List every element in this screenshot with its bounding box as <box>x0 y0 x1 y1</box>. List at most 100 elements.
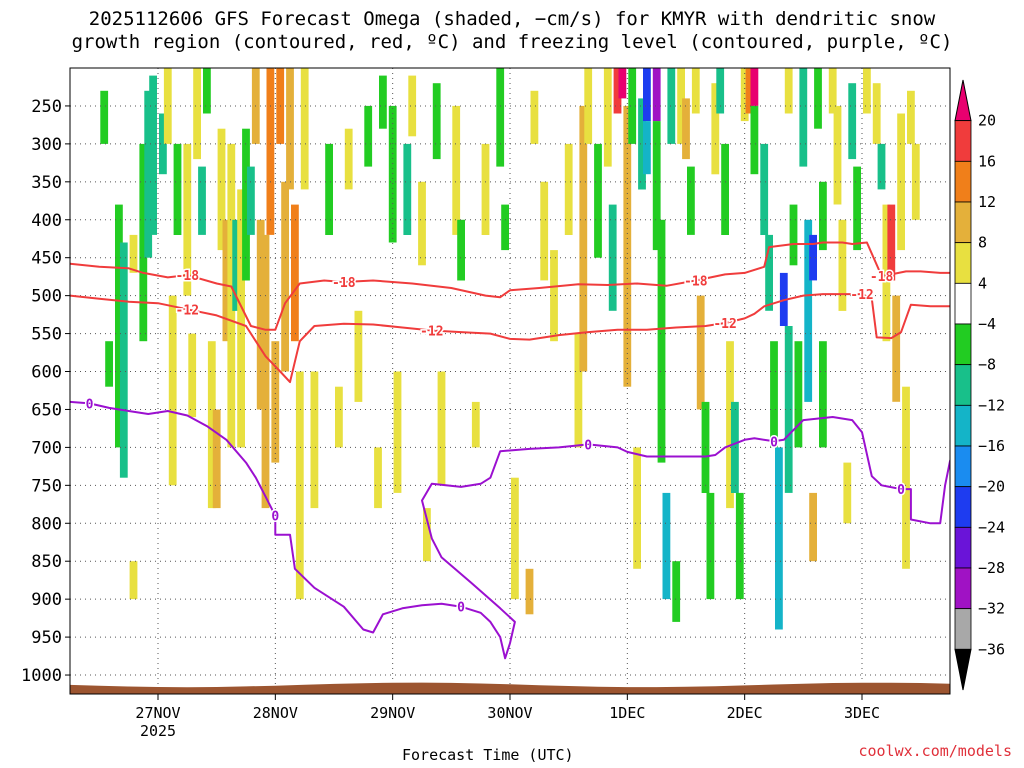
y-tick-label: 400 <box>31 211 62 231</box>
colorbar-label: 12 <box>978 193 996 211</box>
credit-link[interactable]: coolwx.com/models <box>858 742 1012 760</box>
x-axis-label: Forecast Time (UTC) <box>402 746 574 764</box>
omega-cell <box>775 447 783 630</box>
omega-cell <box>115 204 123 448</box>
y-tick-label: 450 <box>31 249 62 269</box>
contour-label: -18 <box>684 275 708 290</box>
y-tick-label: 700 <box>31 438 62 458</box>
contour-label: -12 <box>420 325 443 340</box>
contour-line <box>70 293 950 384</box>
omega-cell <box>735 492 744 600</box>
omega-cell <box>188 333 197 418</box>
x-tick-label: 30NOV <box>487 704 532 722</box>
omega-cell <box>877 143 886 190</box>
colorbar-label: −32 <box>978 600 1005 618</box>
omega-cell <box>203 68 211 114</box>
omega-cell <box>168 295 177 486</box>
omega-cell <box>731 401 739 493</box>
omega-cell <box>603 68 612 167</box>
omega-cell <box>633 447 641 569</box>
omega-cell <box>799 68 808 167</box>
colorbar-band <box>954 445 972 488</box>
omega-cell <box>511 477 519 600</box>
omega-cell <box>471 401 480 448</box>
omega-cell <box>696 295 705 410</box>
omega-cell <box>765 234 773 311</box>
contour-label: 0 <box>271 510 279 525</box>
omega-cell <box>643 121 651 175</box>
omega-cell <box>159 113 167 175</box>
omega-cell <box>286 68 294 190</box>
omega-cell <box>594 143 602 258</box>
omega-cell <box>344 128 353 190</box>
omega-cell <box>271 341 280 463</box>
omega-cell <box>819 341 827 448</box>
omega-cell <box>726 341 734 509</box>
omega-cell <box>711 83 720 175</box>
omega-cell <box>682 98 690 160</box>
omega-cell <box>618 68 627 99</box>
x-tick-label: 2DEC <box>727 704 763 722</box>
omega-cell <box>291 204 299 342</box>
omega-cell <box>374 447 382 509</box>
omega-cell <box>579 105 588 372</box>
omega-cell <box>643 68 651 122</box>
contour-label: -18 <box>332 276 356 291</box>
y-tick-label: 950 <box>31 628 62 648</box>
omega-cell <box>105 341 113 387</box>
omega-cell <box>325 143 333 235</box>
chart-title-line-1: 2025112606 GFS Forecast Omega (shaded, −… <box>88 8 936 30</box>
x-tick-label: 29NOV <box>370 704 415 722</box>
omega-cell <box>144 90 153 258</box>
omega-cell <box>687 166 695 235</box>
omega-cell <box>652 121 661 251</box>
omega-cell <box>295 371 304 600</box>
omega-cell <box>183 143 192 296</box>
contour-label: -18 <box>870 270 894 285</box>
omega-cell <box>354 310 363 402</box>
colorbar-band <box>954 404 972 447</box>
colorbar-band <box>954 79 972 122</box>
omega-cell <box>608 204 617 311</box>
contour-line <box>70 400 950 660</box>
omega-cell <box>623 105 632 387</box>
omega-cell <box>403 143 412 235</box>
y-tick-label: 500 <box>31 287 62 307</box>
y-tick-label: 300 <box>31 135 62 155</box>
contour-line <box>70 241 950 331</box>
colorbar-label: −28 <box>978 559 1005 577</box>
y-tick-label: 1000 <box>21 666 62 686</box>
omega-cell <box>794 341 803 448</box>
omega-cell <box>310 371 319 509</box>
omega-cell <box>247 166 255 235</box>
omega-cell <box>638 98 646 190</box>
omega-cell <box>652 68 661 122</box>
omega-cell <box>892 295 901 402</box>
omega-cell <box>100 90 109 144</box>
colorbar-band <box>954 323 972 366</box>
colorbar-label: −4 <box>978 315 996 333</box>
omega-cell <box>809 234 817 281</box>
omega-cell <box>452 105 461 235</box>
omega-cell <box>833 105 842 205</box>
omega-cell <box>393 371 402 493</box>
omega-cell <box>784 68 793 114</box>
omega-cell <box>418 181 426 266</box>
omega-cell <box>540 181 549 281</box>
omega-cell <box>760 143 769 235</box>
contour-label: 0 <box>584 438 592 453</box>
contour-label: -12 <box>850 288 873 303</box>
plot-area <box>70 68 950 694</box>
colorbar-label: −8 <box>978 356 996 374</box>
y-tick-label: 850 <box>31 552 62 572</box>
omega-cell <box>256 219 265 410</box>
omega-cell <box>207 341 216 509</box>
omega-cell <box>496 68 505 167</box>
omega-cell <box>193 68 201 160</box>
omega-cell <box>501 204 509 251</box>
colorbar-band <box>954 364 972 406</box>
contour-label: -12 <box>713 317 736 332</box>
contour-label: -12 <box>176 303 199 318</box>
colorbar-band <box>954 201 972 244</box>
